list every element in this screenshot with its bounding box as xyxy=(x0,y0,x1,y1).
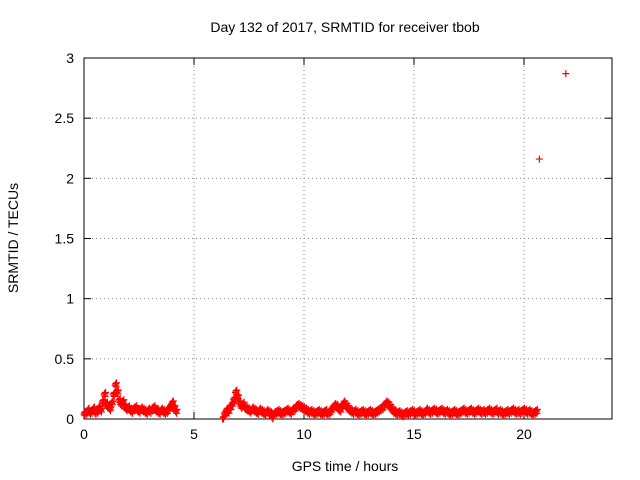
data-point xyxy=(535,155,543,163)
grid-lines xyxy=(84,58,612,419)
tick-labels: 0 5 10 15 20 0 0.5 1 1.5 2 2.5 3 xyxy=(55,50,532,442)
data-point xyxy=(173,405,181,413)
data-point xyxy=(171,402,179,410)
y-axis-label: SRMTID / TECUs xyxy=(5,183,21,293)
data-point xyxy=(562,70,570,78)
x-tick-label: 0 xyxy=(80,426,88,442)
y-tick-label: 1.5 xyxy=(55,231,75,247)
data-point xyxy=(120,396,128,404)
chart-title: Day 132 of 2017, SRMTID for receiver tbo… xyxy=(210,19,479,35)
data-point xyxy=(113,379,121,387)
data-point xyxy=(240,398,248,406)
y-tick-label: 0 xyxy=(66,411,74,427)
data-point xyxy=(109,397,117,405)
data-point xyxy=(98,404,106,412)
data-point xyxy=(102,389,110,397)
x-tick-label: 15 xyxy=(406,426,422,442)
y-tick-label: 2.5 xyxy=(55,110,75,126)
data-point xyxy=(235,391,243,399)
data-points xyxy=(80,70,570,423)
y-tick-label: 3 xyxy=(66,50,74,66)
y-tick-label: 0.5 xyxy=(55,351,75,367)
x-tick-label: 5 xyxy=(190,426,198,442)
data-point xyxy=(114,386,122,394)
y-tick-label: 1 xyxy=(66,291,74,307)
y-tick-label: 2 xyxy=(66,170,74,186)
x-tick-label: 20 xyxy=(516,426,532,442)
data-point xyxy=(533,405,541,413)
x-tick-label: 10 xyxy=(296,426,312,442)
data-point xyxy=(169,397,177,405)
x-axis-label: GPS time / hours xyxy=(292,458,399,474)
data-point xyxy=(233,386,241,394)
